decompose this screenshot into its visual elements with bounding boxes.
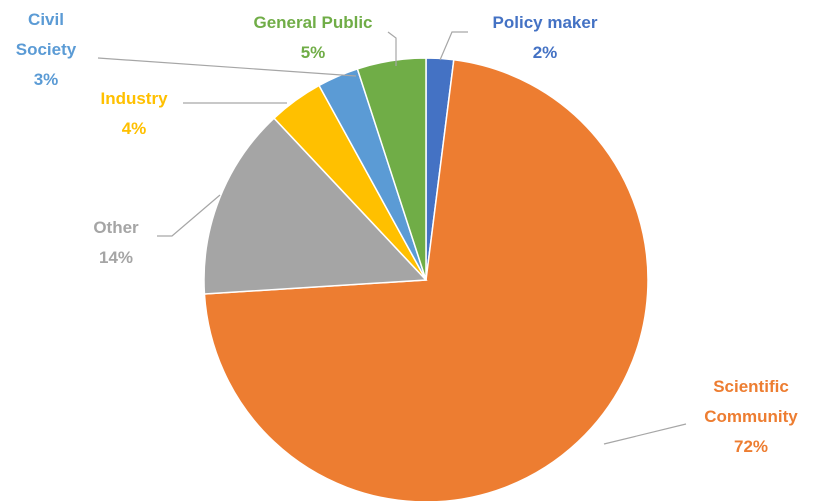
slice-label-scientific-community: Community xyxy=(704,407,798,426)
slice-percent-policy-maker: 2% xyxy=(533,43,558,62)
slice-percent-industry: 4% xyxy=(122,119,147,138)
slice-percent-other: 14% xyxy=(99,248,133,267)
leader-lines xyxy=(97,31,687,445)
slice-percent-civil-society: 3% xyxy=(34,70,59,89)
slice-label-other: Other xyxy=(93,218,139,237)
slice-percent-scientific-community: 72% xyxy=(734,437,768,456)
slice-label-civil-society: Society xyxy=(16,40,77,59)
slice-label-general-public: General Public xyxy=(253,13,372,32)
leader-line-other xyxy=(157,194,221,237)
leader-line-policy-maker xyxy=(439,31,468,61)
slice-label-civil-society: Civil xyxy=(28,10,64,29)
pie-slice-other xyxy=(203,117,428,295)
slice-label-scientific-community: Scientific xyxy=(713,377,789,396)
slice-labels: Policy maker 2% Scientific Community 72% Othe… xyxy=(16,10,799,456)
leader-line-civil-society xyxy=(97,57,357,77)
pie-slice-general-public xyxy=(356,57,427,281)
slice-label-industry: Industry xyxy=(100,89,168,108)
slice-label-policy-maker: Policy maker xyxy=(493,13,598,32)
leader-line-scientific-community xyxy=(603,423,687,445)
leader-line-general-public xyxy=(387,31,397,66)
slice-percent-general-public: 5% xyxy=(301,43,326,62)
pie-slices xyxy=(203,57,649,501)
